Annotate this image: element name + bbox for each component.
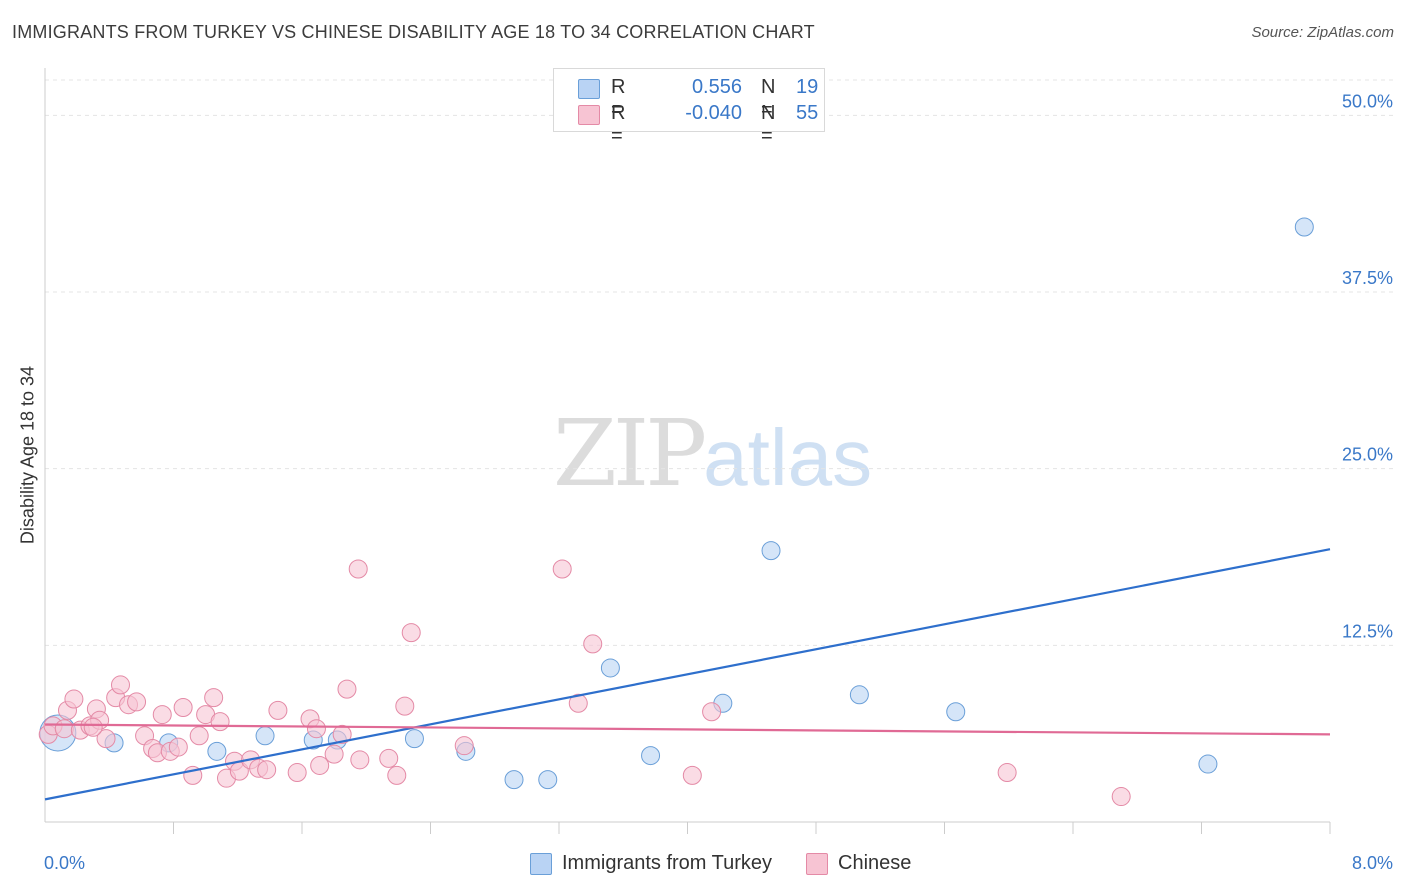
- chinese-point: [379, 748, 399, 768]
- chinese-point: [310, 755, 330, 775]
- source-note: Source: ZipAtlas.com: [1251, 24, 1394, 41]
- chinese-point: [110, 675, 130, 695]
- legend-swatch-turkey: [578, 79, 600, 99]
- turkey-point: [1294, 217, 1314, 237]
- turkey-point: [207, 741, 227, 761]
- chinese-point: [306, 719, 326, 739]
- turkey-point: [849, 685, 869, 705]
- chinese-trend-line: [44, 723, 1331, 736]
- chinese-point: [682, 765, 702, 785]
- chinese-point: [337, 679, 357, 699]
- turkey-point: [1198, 754, 1218, 774]
- watermark: ZIPatlas: [553, 400, 872, 507]
- chinese-point: [54, 719, 74, 739]
- chinese-point: [395, 696, 415, 716]
- legend-n-label: N =: [761, 76, 776, 121]
- watermark-atlas: atlas: [703, 413, 873, 502]
- chinese-point: [204, 688, 224, 708]
- y-axis-label: Disability Age 18 to 34: [17, 365, 38, 545]
- series-name-chinese: Chinese: [838, 852, 912, 874]
- chinese-point: [257, 760, 277, 780]
- chinese-point: [401, 623, 421, 643]
- legend-r-value: 0.556: [691, 76, 742, 98]
- chinese-point: [287, 763, 307, 783]
- turkey-point: [255, 726, 275, 746]
- chinese-point: [350, 750, 370, 770]
- y-tick-label: 50.0%: [1342, 91, 1393, 111]
- x-tick-label: 0.0%: [44, 853, 85, 873]
- y-tick-label: 37.5%: [1342, 268, 1393, 288]
- series-swatch-turkey: [530, 853, 552, 875]
- turkey-point: [946, 702, 966, 722]
- chinese-point: [168, 737, 188, 757]
- chinese-point: [83, 717, 103, 737]
- chinese-point: [152, 705, 172, 725]
- chinese-point: [583, 634, 603, 654]
- x-tick-label: 8.0%: [1352, 853, 1393, 873]
- legend-n-value: 19: [796, 76, 819, 98]
- chinese-point: [568, 693, 588, 713]
- turkey-point: [404, 729, 424, 749]
- turkey-point: [641, 746, 661, 766]
- turkey-point: [600, 658, 620, 678]
- chinese-point: [702, 702, 722, 722]
- chinese-point: [210, 712, 230, 732]
- turkey-point: [761, 541, 781, 561]
- turkey-point: [538, 770, 558, 790]
- chinese-point: [268, 700, 288, 720]
- chinese-point: [454, 736, 474, 756]
- y-tick-label: 25.0%: [1342, 445, 1393, 465]
- turkey-trend-line: [44, 548, 1331, 801]
- y-tick-label: 12.5%: [1342, 621, 1393, 641]
- chinese-point: [173, 698, 193, 718]
- chinese-point: [64, 689, 84, 709]
- legend-swatch-chinese: [578, 105, 600, 125]
- legend-r-label: R =: [611, 76, 626, 121]
- chinese-point: [96, 729, 116, 749]
- legend-n-label: N =: [761, 102, 776, 147]
- chinese-point: [127, 692, 147, 712]
- series-legend-chinese: Chinese: [806, 852, 926, 876]
- turkey-point: [504, 770, 524, 790]
- series-swatch-chinese: [806, 853, 828, 875]
- chinese-point: [552, 559, 572, 579]
- legend-r-label: R =: [611, 102, 626, 147]
- chart-title: IMMIGRANTS FROM TURKEY VS CHINESE DISABI…: [12, 22, 815, 42]
- watermark-zip: ZIP: [553, 400, 707, 507]
- chinese-point: [997, 763, 1017, 783]
- series-legend-turkey: Immigrants from Turkey: [530, 852, 780, 876]
- chinese-point: [1111, 787, 1131, 807]
- legend-r-value: -0.040: [685, 102, 742, 124]
- chinese-point: [348, 559, 368, 579]
- legend-n-value: 55: [796, 102, 819, 124]
- chinese-point: [387, 765, 407, 785]
- chinese-point: [332, 724, 352, 744]
- series-name-turkey: Immigrants from Turkey: [562, 852, 773, 874]
- stats-legend: R = 0.556 N = 19 R = -0.040 N = 55: [553, 68, 825, 147]
- chinese-point: [324, 744, 344, 764]
- chinese-point: [189, 726, 209, 746]
